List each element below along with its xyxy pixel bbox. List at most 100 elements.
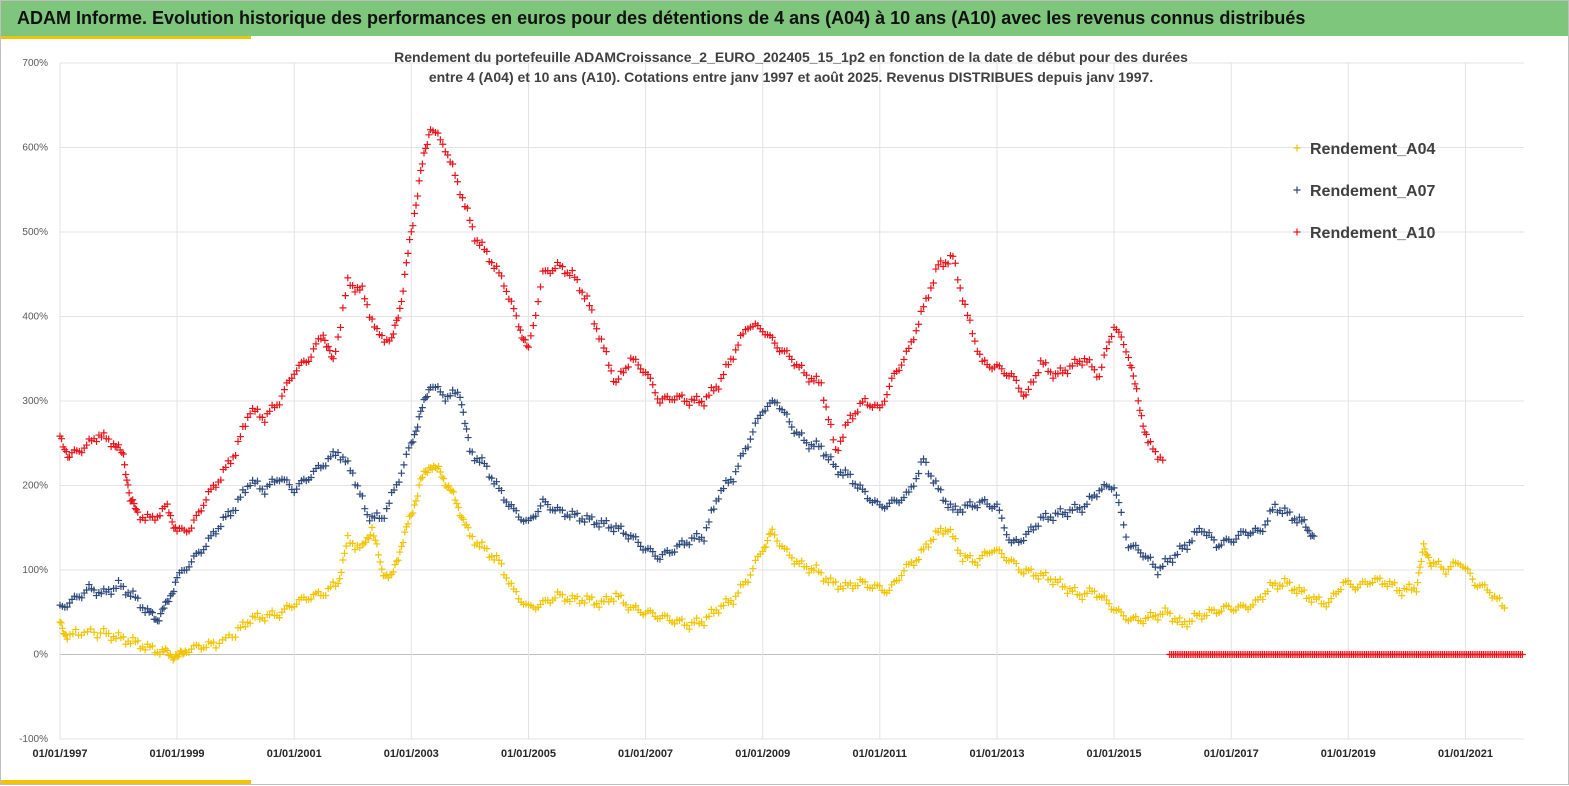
data-point bbox=[932, 477, 940, 485]
data-point bbox=[1136, 406, 1144, 414]
data-point bbox=[275, 401, 283, 409]
data-point bbox=[888, 374, 896, 382]
data-point bbox=[1034, 575, 1042, 583]
data-point bbox=[822, 451, 830, 459]
data-point bbox=[398, 297, 406, 305]
data-point bbox=[326, 347, 334, 355]
data-point bbox=[507, 580, 515, 588]
data-point bbox=[881, 397, 889, 405]
data-point bbox=[551, 265, 559, 273]
data-point bbox=[715, 495, 723, 503]
data-point bbox=[937, 257, 945, 265]
data-point bbox=[468, 448, 476, 456]
data-point bbox=[397, 469, 405, 477]
data-point bbox=[951, 502, 959, 510]
data-point bbox=[1188, 617, 1196, 625]
data-point bbox=[1293, 589, 1301, 597]
data-point bbox=[1308, 598, 1316, 606]
data-point bbox=[399, 287, 407, 295]
data-point bbox=[62, 448, 70, 456]
data-point bbox=[827, 453, 835, 461]
data-point bbox=[461, 420, 469, 428]
data-point bbox=[966, 316, 974, 324]
data-point bbox=[1415, 569, 1423, 577]
data-point bbox=[232, 452, 240, 460]
data-point bbox=[187, 558, 195, 566]
data-point bbox=[363, 301, 371, 309]
data-point bbox=[981, 496, 989, 504]
data-point bbox=[1061, 508, 1069, 516]
data-point bbox=[1134, 397, 1142, 405]
data-point bbox=[1071, 500, 1079, 508]
data-point bbox=[358, 282, 366, 290]
data-point bbox=[632, 355, 640, 363]
data-point bbox=[783, 347, 791, 355]
data-point bbox=[1183, 623, 1191, 631]
data-point bbox=[1183, 545, 1191, 553]
data-point bbox=[1078, 508, 1086, 516]
data-point bbox=[129, 587, 137, 595]
data-point bbox=[118, 449, 126, 457]
data-point bbox=[905, 344, 913, 352]
data-point bbox=[1042, 509, 1050, 517]
data-point bbox=[1039, 514, 1047, 522]
data-point bbox=[690, 534, 698, 542]
data-point bbox=[1315, 593, 1323, 601]
data-point bbox=[349, 539, 357, 547]
legend-entry: Rendement_A04 bbox=[1310, 141, 1435, 158]
data-point bbox=[332, 347, 340, 355]
data-point bbox=[917, 307, 925, 315]
data-point bbox=[632, 533, 640, 541]
data-point bbox=[924, 294, 932, 302]
data-point bbox=[644, 370, 652, 378]
data-point bbox=[431, 464, 439, 472]
data-point bbox=[500, 282, 508, 290]
data-point bbox=[314, 588, 322, 596]
data-point bbox=[398, 543, 406, 551]
data-point bbox=[1042, 569, 1050, 577]
data-point bbox=[373, 540, 381, 548]
data-point bbox=[783, 545, 791, 553]
data-point bbox=[402, 259, 410, 267]
data-point bbox=[453, 500, 461, 508]
data-point bbox=[1095, 373, 1103, 381]
data-point bbox=[832, 462, 840, 470]
data-point bbox=[100, 625, 108, 633]
data-point bbox=[1022, 391, 1030, 399]
data-point bbox=[590, 320, 598, 328]
data-point bbox=[912, 327, 920, 335]
data-point bbox=[649, 381, 657, 389]
data-point bbox=[937, 524, 945, 532]
data-point bbox=[734, 462, 742, 470]
y-tick-label: 300% bbox=[22, 396, 48, 407]
data-point bbox=[998, 365, 1006, 373]
data-point bbox=[617, 591, 625, 599]
data-point bbox=[1034, 369, 1042, 377]
data-point bbox=[407, 228, 415, 236]
data-point bbox=[1120, 521, 1128, 529]
data-point bbox=[422, 394, 430, 402]
data-point bbox=[788, 554, 796, 562]
data-point bbox=[473, 455, 481, 463]
data-point bbox=[739, 330, 747, 338]
series-marks bbox=[56, 126, 1526, 664]
data-point bbox=[822, 403, 830, 411]
data-point bbox=[1117, 608, 1125, 616]
data-point bbox=[463, 204, 471, 212]
data-point bbox=[822, 575, 830, 583]
data-point bbox=[624, 363, 632, 371]
data-point bbox=[593, 325, 601, 333]
data-point bbox=[851, 480, 859, 488]
y-tick-label: 100% bbox=[22, 565, 48, 576]
data-point bbox=[515, 595, 523, 603]
data-point bbox=[1154, 571, 1162, 579]
data-point bbox=[1061, 583, 1069, 591]
data-point bbox=[1076, 591, 1084, 599]
data-point bbox=[973, 561, 981, 569]
data-point bbox=[393, 557, 401, 565]
data-point bbox=[244, 413, 252, 421]
data-point bbox=[558, 506, 566, 514]
data-point bbox=[834, 447, 842, 455]
data-point bbox=[910, 336, 918, 344]
data-point bbox=[278, 392, 286, 400]
